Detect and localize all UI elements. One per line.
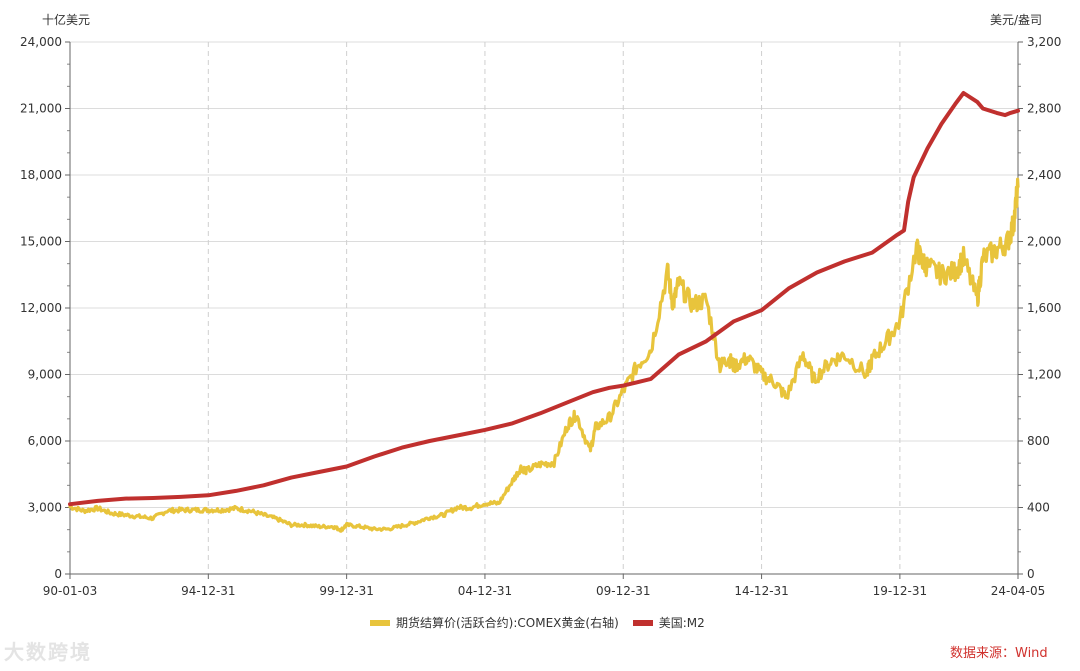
left-tick-label: 12,000 — [20, 301, 62, 315]
left-axis-unit: 十亿美元 — [42, 12, 90, 27]
x-tick-label: 04-12-31 — [458, 584, 512, 598]
right-tick-label: 1,600 — [1027, 301, 1061, 315]
right-tick-label: 3,200 — [1027, 35, 1061, 49]
chart-canvas: 0 0 3,000 400 6,000 800 9,000 1,200 12,000 1,600 1… — [20, 12, 1061, 598]
left-tick-label: 24,000 — [20, 35, 62, 49]
x-tick-label: 24-04-05 — [991, 584, 1045, 598]
axes: 0 0 3,000 400 6,000 800 9,000 1,200 12,000 1,600 1… — [20, 35, 1061, 598]
left-tick-label: 21,000 — [20, 102, 62, 116]
legend-item-m2[interactable]: 美国:M2 — [632, 614, 705, 631]
right-tick-label: 2,400 — [1027, 168, 1061, 182]
gold-swatch — [370, 619, 390, 626]
data-source: 数据来源：Wind — [950, 646, 1048, 661]
legend: 期货结算价(活跃合约):COMEX黄金(右轴) 美国:M2 — [370, 614, 713, 631]
x-tick-label: 99-12-31 — [319, 584, 373, 598]
left-tick-label: 6,000 — [28, 434, 62, 448]
right-tick-label: 2,000 — [1027, 235, 1061, 249]
right-tick-label: 400 — [1027, 501, 1050, 515]
x-tick-label: 09-12-31 — [596, 584, 650, 598]
series-line-gold[interactable] — [68, 177, 1020, 533]
left-tick-label: 18,000 — [20, 168, 62, 182]
right-tick-label: 800 — [1027, 434, 1050, 448]
right-axis-unit: 美元/盎司 — [990, 13, 1042, 27]
x-tick-label: 94-12-31 — [181, 584, 235, 598]
legend-m2-label: 美国:M2 — [658, 616, 705, 630]
x-tick-label: 14-12-31 — [734, 584, 788, 598]
left-tick-label: 9,000 — [28, 368, 62, 382]
x-tick-label: 90-01-03 — [43, 584, 97, 598]
left-tick-label: 15,000 — [20, 235, 62, 249]
series-layer — [68, 91, 1020, 533]
left-tick-label: 3,000 — [28, 501, 62, 515]
left-tick-label: 0 — [54, 567, 62, 581]
x-tick-label: 19-12-31 — [873, 584, 927, 598]
legend-item-gold[interactable]: 期货结算价(活跃合约):COMEX黄金(右轴) — [370, 614, 619, 631]
legend-gold-label: 期货结算价(活跃合约):COMEX黄金(右轴) — [396, 616, 619, 630]
m2-swatch — [632, 619, 653, 626]
right-tick-label: 2,800 — [1027, 102, 1061, 116]
right-tick-label: 0 — [1027, 567, 1035, 581]
grid — [70, 41, 1018, 574]
series-line-m2[interactable] — [68, 91, 1020, 507]
right-tick-label: 1,200 — [1027, 368, 1061, 382]
watermark: 大数跨境 — [4, 640, 92, 664]
